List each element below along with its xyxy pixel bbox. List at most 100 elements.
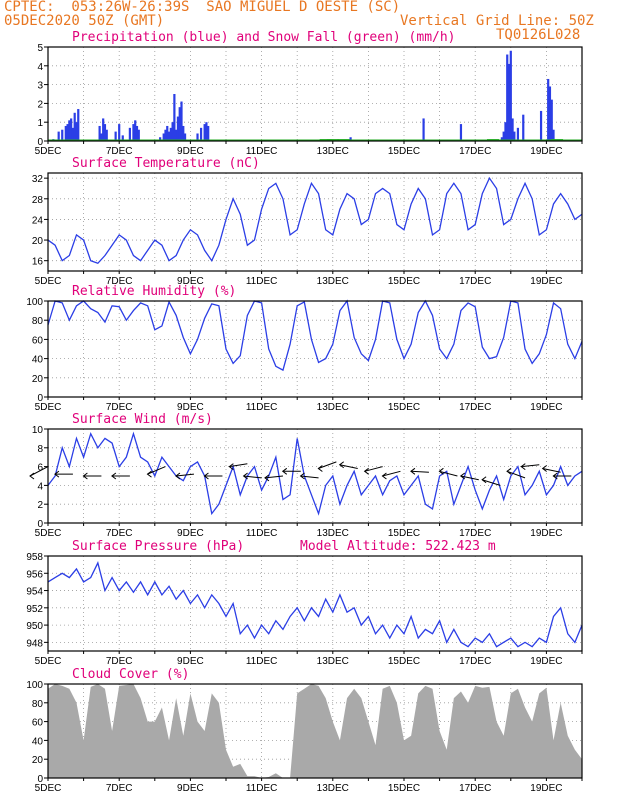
- wind-arrow-head: [264, 474, 270, 482]
- y-tick-label: 0: [37, 774, 43, 785]
- precip-bar: [77, 109, 80, 141]
- wind-arrow: [506, 470, 526, 479]
- y-tick-label: 1: [37, 118, 43, 129]
- panel-frame: [47, 300, 583, 398]
- wind-arrow: [147, 466, 166, 475]
- y-tick-label: 958: [26, 552, 43, 563]
- header-model-code: TQ0126L028: [496, 27, 581, 43]
- x-tick-label: 19DEC: [530, 146, 562, 157]
- wind-arrow: [300, 475, 319, 479]
- x-tick-label: 7DEC: [106, 528, 133, 539]
- precip-bar: [422, 118, 425, 141]
- y-tick-label: 100: [26, 680, 43, 691]
- header-grid-line: Vertical Grid Line: 50Z: [400, 13, 594, 29]
- precip-bar: [539, 110, 543, 141]
- precip-bar: [507, 63, 511, 141]
- precip-bar: [173, 94, 176, 141]
- precip-bar: [73, 112, 76, 141]
- wind-arrow: [439, 470, 458, 477]
- x-tick-label: 15DEC: [388, 146, 420, 157]
- panel-frame: [47, 172, 583, 272]
- y-tick-label: 6: [37, 463, 43, 474]
- precip-bar: [504, 122, 507, 141]
- wind-arrow: [410, 470, 429, 473]
- precip-bar: [105, 129, 108, 141]
- x-tick-label: 11DEC: [246, 276, 278, 287]
- y-tick-label: 20: [32, 374, 44, 385]
- x-tick-label: 15DEC: [388, 528, 420, 539]
- wind-arrow-head: [54, 470, 60, 478]
- wind-arrow-head: [410, 467, 416, 475]
- wind-arrow: [521, 464, 540, 468]
- panel-1: [44, 172, 583, 274]
- precip-bar: [203, 124, 206, 141]
- x-tick-label: 19DEC: [530, 656, 562, 667]
- x-tick-label: 11DEC: [246, 402, 278, 413]
- wind-arrow: [339, 464, 358, 469]
- precip-bar: [132, 124, 135, 141]
- wind-arrow-head: [203, 472, 209, 480]
- precip-bar: [166, 125, 169, 141]
- panel-frame: [47, 683, 583, 779]
- precip-bar: [66, 124, 69, 141]
- precip-bar: [171, 122, 174, 141]
- x-tick-label: 19DEC: [530, 276, 562, 287]
- y-tick-label: 952: [26, 604, 43, 615]
- wind-arrow-head: [299, 472, 305, 480]
- x-tick-label: 19DEC: [530, 402, 562, 413]
- wind-arrow-head: [338, 461, 345, 469]
- precip-bar: [183, 133, 187, 141]
- wind-arrow: [243, 475, 262, 479]
- wind-arrow-head: [520, 463, 526, 471]
- x-tick-label: 7DEC: [106, 402, 133, 413]
- panel-frame: [47, 428, 583, 524]
- panel-frame: [47, 46, 583, 142]
- x-tick-label: 7DEC: [106, 276, 133, 287]
- precip-bar: [196, 133, 199, 141]
- precip-bar: [513, 131, 516, 141]
- precip-bar: [162, 133, 165, 141]
- y-tick-label: 4: [37, 62, 43, 73]
- y-tick-label: 40: [32, 355, 44, 366]
- precip-bar: [175, 129, 178, 141]
- panel-title: Surface Temperature (nC): [72, 156, 260, 171]
- x-tick-label: 17DEC: [459, 783, 491, 794]
- precip-bar: [176, 116, 180, 141]
- y-tick-label: 24: [32, 215, 44, 226]
- wind-arrow-head: [381, 472, 387, 480]
- series-line: [47, 176, 583, 265]
- precip-bar: [550, 99, 553, 141]
- precip-bar: [547, 78, 550, 141]
- wind-arrow-head: [281, 467, 288, 475]
- x-tick-label: 5DEC: [35, 402, 62, 413]
- wind-arrow-head: [242, 472, 248, 480]
- y-tick-label: 5: [37, 43, 43, 54]
- wind-arrow: [460, 475, 479, 481]
- precip-bar: [134, 120, 137, 141]
- precip-bar: [207, 125, 210, 141]
- precip-bar: [61, 129, 64, 141]
- precip-bar: [103, 124, 107, 141]
- x-tick-label: 5DEC: [35, 783, 62, 794]
- y-tick-label: 40: [32, 736, 44, 747]
- x-tick-label: 13DEC: [317, 528, 349, 539]
- series-line: [47, 299, 583, 372]
- x-tick-label: 9DEC: [177, 276, 204, 287]
- y-tick-label: 8: [37, 444, 43, 455]
- precip-bar: [349, 137, 352, 141]
- precip-bar: [98, 125, 101, 141]
- x-tick-label: 17DEC: [459, 276, 491, 287]
- y-tick-label: 80: [32, 316, 44, 327]
- panel-2: [44, 299, 583, 400]
- x-tick-label: 17DEC: [459, 146, 491, 157]
- y-tick-label: 0: [37, 137, 43, 148]
- panel-4: [44, 555, 583, 654]
- x-tick-label: 9DEC: [177, 146, 204, 157]
- y-tick-label: 950: [26, 621, 43, 632]
- precip-bar: [205, 122, 208, 141]
- wind-arrow-head: [481, 476, 487, 484]
- precip-bar: [552, 129, 555, 141]
- x-tick-label: 9DEC: [177, 656, 204, 667]
- precip-bar: [178, 107, 181, 141]
